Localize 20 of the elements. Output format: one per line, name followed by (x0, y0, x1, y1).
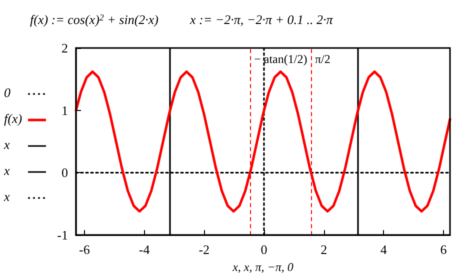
y-tick-label: 2 (62, 40, 68, 56)
x-tick-label: 6 (440, 242, 448, 258)
legend-label: f(x) (4, 111, 22, 126)
x-tick-label: -2 (198, 242, 210, 258)
y-tick-label: -1 (57, 228, 68, 243)
y-tick-label: 1 (62, 102, 68, 118)
legend-label: x (3, 163, 10, 178)
ref-line-label: − atan(1/2) (254, 52, 308, 66)
x-tick-label: -4 (138, 242, 150, 258)
legend-label: x (3, 189, 10, 204)
legend-label: 0 (4, 85, 11, 100)
x-tick-label: 4 (380, 242, 388, 258)
x-tick-label: -6 (79, 242, 90, 258)
legend-label: x (3, 137, 10, 152)
y-tick-label: 0 (62, 165, 68, 180)
x-axis-title: x, x, π, −π, 0 (232, 260, 294, 274)
x-tick-label: 0 (260, 242, 268, 258)
ref-line-label: π/2 (314, 52, 330, 66)
x-tick-label: 2 (320, 242, 328, 258)
chart-subtitle: x := −2·π, −2·π + 0.1 .. 2·π (189, 12, 334, 27)
